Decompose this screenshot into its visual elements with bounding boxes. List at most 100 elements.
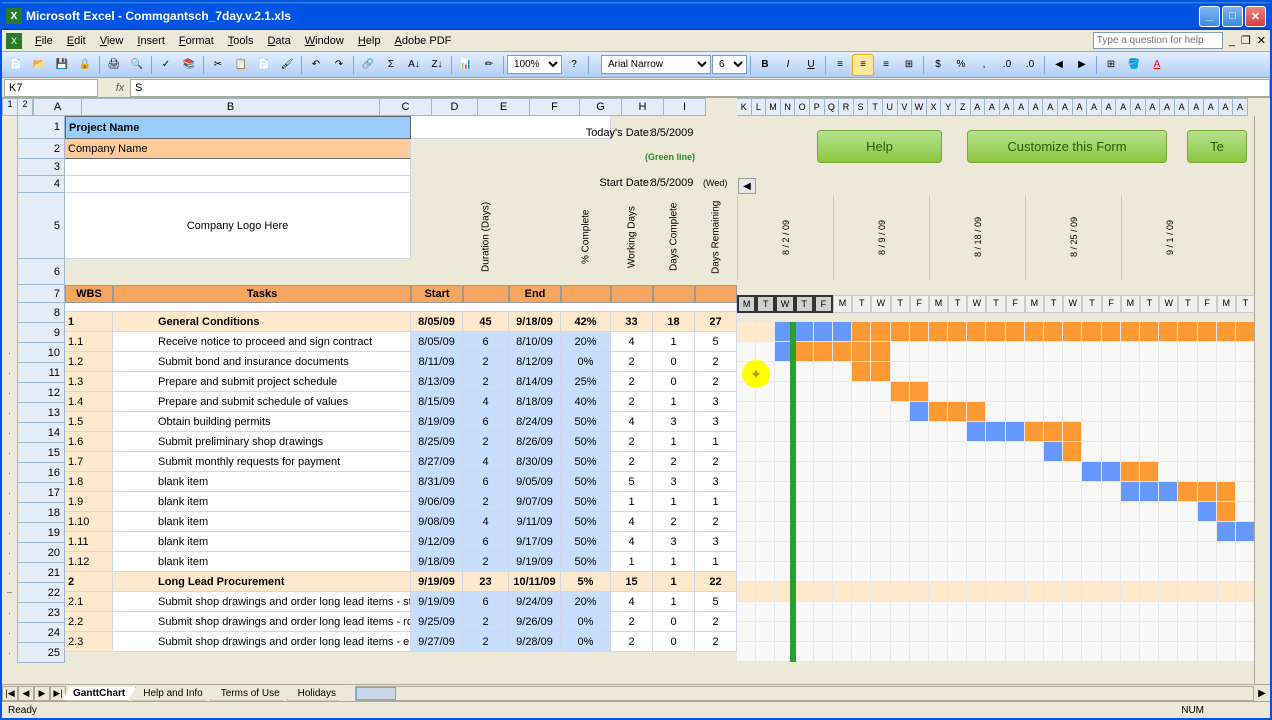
row-header-16[interactable]: 16	[17, 463, 65, 483]
name-box[interactable]	[4, 79, 98, 97]
font-name-select[interactable]: Arial Narrow	[601, 55, 711, 74]
outline-toggle-9[interactable]	[2, 323, 17, 343]
row-header-21[interactable]: 21	[17, 563, 65, 583]
col-header-gantt-1[interactable]: L	[752, 98, 767, 116]
outline-toggle-20[interactable]: ·	[2, 543, 17, 563]
hdr-tasks[interactable]: Tasks	[113, 285, 411, 303]
wd-21[interactable]: 1	[611, 552, 653, 572]
end-21[interactable]: 9/19/09	[509, 552, 561, 572]
dc-25[interactable]: 0	[653, 632, 695, 652]
row-header-15[interactable]: 15	[17, 443, 65, 463]
workbook-restore[interactable]: ❐	[1241, 34, 1251, 47]
borders-button[interactable]: ⊞	[1100, 54, 1122, 76]
task-24[interactable]: Submit shop drawings and order long lead…	[113, 612, 411, 632]
sort-asc-button[interactable]: A↓	[403, 54, 425, 76]
row-header-13[interactable]: 13	[17, 403, 65, 423]
dr-12[interactable]: 2	[695, 372, 737, 392]
zoom-select[interactable]: 100%	[507, 55, 562, 74]
col-header-A[interactable]: A	[34, 98, 82, 116]
gantt-day-5-0[interactable]: M	[1217, 295, 1236, 313]
merge-button[interactable]: ⊞	[898, 54, 920, 76]
col-header-gantt-12[interactable]: W	[912, 98, 927, 116]
wbs-21[interactable]: 1.12	[65, 552, 113, 572]
increase-decimal-button[interactable]: .0	[996, 54, 1018, 76]
dr-17[interactable]: 3	[695, 472, 737, 492]
gantt-day-1-0[interactable]: M	[833, 295, 852, 313]
print-preview-button[interactable]: 🔍	[126, 54, 148, 76]
hdr-wbs[interactable]: WBS	[65, 285, 113, 303]
te-button[interactable]: Te	[1187, 130, 1247, 163]
task-14[interactable]: Obtain building permits	[113, 412, 411, 432]
outline-toggle-1[interactable]	[2, 116, 17, 139]
row-header-5[interactable]: 5	[17, 193, 65, 259]
row-header-11[interactable]: 11	[17, 363, 65, 383]
task-23[interactable]: Submit shop drawings and order long lead…	[113, 592, 411, 612]
dr-25[interactable]: 2	[695, 632, 737, 652]
gantt-day-1-2[interactable]: W	[871, 295, 890, 313]
wbs-14[interactable]: 1.5	[65, 412, 113, 432]
col-header-gantt-11[interactable]: V	[898, 98, 913, 116]
percent-button[interactable]: %	[950, 54, 972, 76]
underline-button[interactable]: U	[800, 54, 822, 76]
pct-14[interactable]: 50%	[561, 412, 611, 432]
start-14[interactable]: 8/19/09	[411, 412, 463, 432]
hyperlink-button[interactable]: 🔗	[357, 54, 379, 76]
menu-adobe-pdf[interactable]: Adobe PDF	[387, 33, 458, 49]
italic-button[interactable]: I	[777, 54, 799, 76]
gantt-day-1-1[interactable]: T	[852, 295, 871, 313]
gantt-day-2-4[interactable]: F	[1006, 295, 1025, 313]
end-10[interactable]: 8/10/09	[509, 332, 561, 352]
dc-10[interactable]: 1	[653, 332, 695, 352]
col-header-B[interactable]: B	[82, 98, 380, 116]
font-color-button[interactable]: A	[1146, 54, 1168, 76]
task-15[interactable]: Submit preliminary shop drawings	[113, 432, 411, 452]
task-10[interactable]: Receive notice to proceed and sign contr…	[113, 332, 411, 352]
outline-toggle-19[interactable]: ·	[2, 523, 17, 543]
pct-22[interactable]: 5%	[561, 572, 611, 592]
print-button[interactable]: 🖨	[103, 54, 125, 76]
dur-14[interactable]: 6	[463, 412, 509, 432]
minimize-button[interactable]: _	[1199, 6, 1220, 27]
maximize-button[interactable]: □	[1222, 6, 1243, 27]
gantt-day-4-0[interactable]: M	[1121, 295, 1140, 313]
row-header-12[interactable]: 12	[17, 383, 65, 403]
row-header-2[interactable]: 2	[17, 139, 65, 159]
row-header-25[interactable]: 25	[17, 643, 65, 663]
horizontal-scrollbar[interactable]	[355, 686, 1254, 701]
col-header-gantt-27[interactable]: A	[1131, 98, 1146, 116]
comma-button[interactable]: ,	[973, 54, 995, 76]
dr-10[interactable]: 5	[695, 332, 737, 352]
fill-color-button[interactable]: 🪣	[1123, 54, 1145, 76]
wd-22[interactable]: 15	[611, 572, 653, 592]
start-17[interactable]: 8/31/09	[411, 472, 463, 492]
gantt-day-0-0[interactable]: M	[737, 295, 756, 313]
dc-9[interactable]: 18	[653, 312, 695, 332]
row-header-3[interactable]: 3	[17, 159, 65, 176]
dc-22[interactable]: 1	[653, 572, 695, 592]
pct-24[interactable]: 0%	[561, 612, 611, 632]
dc-20[interactable]: 3	[653, 532, 695, 552]
gantt-day-0-4[interactable]: F	[814, 295, 833, 313]
dur-17[interactable]: 6	[463, 472, 509, 492]
dr-22[interactable]: 22	[695, 572, 737, 592]
row-header-19[interactable]: 19	[17, 523, 65, 543]
gantt-day-1-4[interactable]: F	[910, 295, 929, 313]
wbs-15[interactable]: 1.6	[65, 432, 113, 452]
end-20[interactable]: 9/17/09	[509, 532, 561, 552]
start-16[interactable]: 8/27/09	[411, 452, 463, 472]
dc-11[interactable]: 0	[653, 352, 695, 372]
wd-24[interactable]: 2	[611, 612, 653, 632]
hdr-end[interactable]: End	[509, 285, 561, 303]
customize-button[interactable]: Customize this Form	[967, 130, 1167, 163]
row-header-14[interactable]: 14	[17, 423, 65, 443]
row-header-7[interactable]: 7	[17, 285, 65, 303]
start-21[interactable]: 9/18/09	[411, 552, 463, 572]
decrease-decimal-button[interactable]: .0	[1019, 54, 1041, 76]
row-header-23[interactable]: 23	[17, 603, 65, 623]
end-18[interactable]: 9/07/09	[509, 492, 561, 512]
outline-toggle-5[interactable]	[2, 193, 17, 259]
gantt-day-4-4[interactable]: F	[1198, 295, 1217, 313]
dc-16[interactable]: 2	[653, 452, 695, 472]
col-header-gantt-5[interactable]: P	[810, 98, 825, 116]
dur-19[interactable]: 4	[463, 512, 509, 532]
